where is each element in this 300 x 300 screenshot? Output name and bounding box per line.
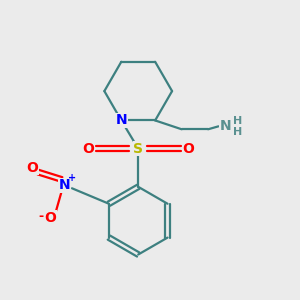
Text: N: N	[116, 113, 127, 128]
Text: O: O	[44, 211, 56, 225]
Text: O: O	[82, 142, 94, 155]
Text: +: +	[68, 173, 76, 183]
Text: H: H	[233, 127, 242, 136]
Text: N: N	[59, 178, 70, 192]
Text: N: N	[220, 119, 232, 133]
Text: S: S	[133, 142, 143, 155]
Text: O: O	[26, 161, 38, 175]
Text: -: -	[38, 210, 43, 223]
Text: O: O	[182, 142, 194, 155]
Text: H: H	[233, 116, 242, 126]
